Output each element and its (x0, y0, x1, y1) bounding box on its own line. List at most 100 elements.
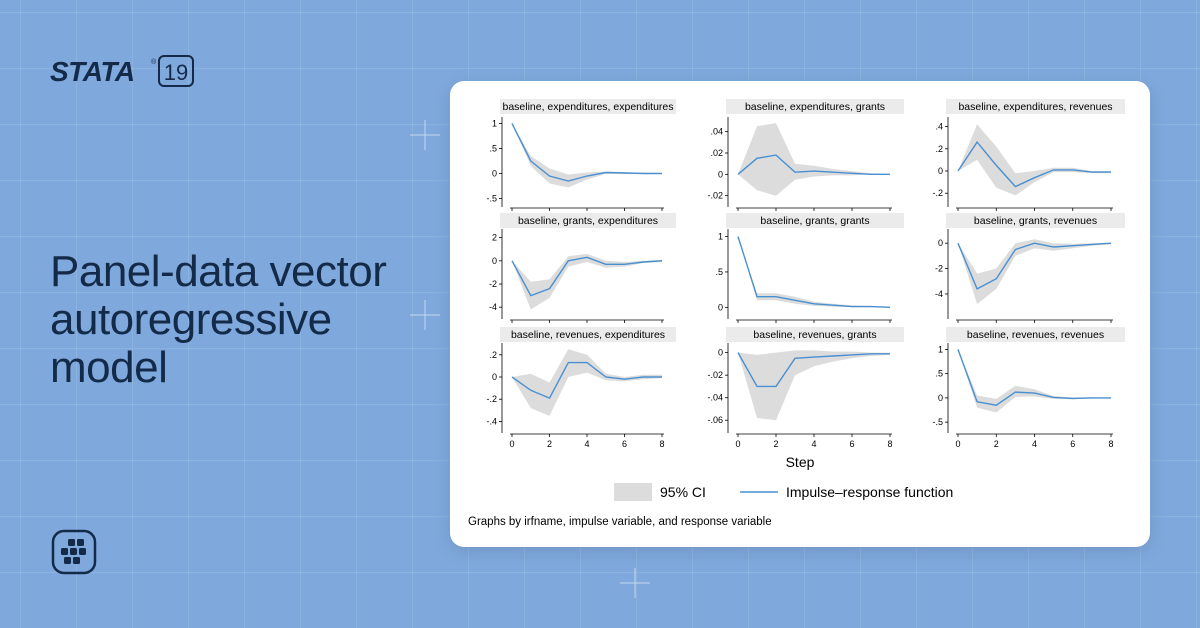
logo-text: STATA (50, 56, 135, 87)
irf-panel: baseline, revenues, grants -.06 -.04 -.02 0 0… (707, 327, 904, 449)
irf-line (511, 123, 662, 182)
y-tick-label: .04 (710, 127, 723, 137)
ci-band (512, 253, 662, 310)
irf-line (957, 140, 1111, 188)
ci-band (512, 349, 662, 416)
y-tick-label: -.06 (707, 415, 723, 425)
legend-irf-label: Impulse–response function (786, 484, 953, 500)
x-axis-label: Step (786, 454, 815, 470)
legend: 95% CI Impulse–response function (614, 483, 953, 501)
x-tick-label: 6 (622, 439, 627, 449)
x-tick-label: 2 (773, 439, 778, 449)
irf-chart: baseline, expenditures, expenditures -.5 0… (468, 99, 1125, 528)
y-tick-label: 0 (718, 169, 723, 179)
y-tick-label: -4 (935, 289, 943, 299)
panel-title-bar (500, 213, 676, 228)
panel-title-bar (946, 327, 1125, 342)
ci-band (958, 239, 1111, 305)
y-tick-label: 0 (492, 372, 497, 382)
panel-title-bar (946, 99, 1125, 114)
y-tick-label: 1 (718, 232, 723, 242)
panel-title-bar (726, 327, 904, 342)
headline-line: autoregressive (50, 295, 332, 344)
headline: Panel-data vector autoregressive model (50, 248, 420, 392)
y-tick-label: .02 (710, 148, 723, 158)
version-number: 19 (164, 60, 188, 85)
ci-band (738, 123, 890, 196)
plus-decoration-icon (410, 120, 440, 150)
headline-line: Panel-data vector (50, 247, 387, 296)
irf-line (737, 154, 890, 175)
panel-title: baseline, expenditures, revenues (958, 101, 1112, 113)
x-tick-label: 4 (811, 439, 816, 449)
x-tick-label: 4 (584, 439, 589, 449)
x-tick-label: 0 (735, 439, 740, 449)
x-tick-label: 8 (659, 439, 664, 449)
ci-band (738, 350, 890, 421)
irf-panel: baseline, grants, revenues -4 -2 0 (935, 213, 1125, 323)
panel-title-bar (726, 213, 904, 228)
x-tick-label: 8 (887, 439, 892, 449)
y-tick-label: -4 (489, 302, 497, 312)
irf-line (737, 236, 891, 308)
panel-title: baseline, expenditures, expenditures (502, 101, 673, 113)
panel-title: baseline, revenues, expenditures (511, 329, 665, 341)
y-tick-label: 0 (718, 302, 723, 312)
x-tick-label: 2 (547, 439, 552, 449)
y-tick-label: .2 (489, 350, 497, 360)
y-tick-label: -.2 (932, 188, 943, 198)
y-tick-label: .2 (935, 144, 943, 154)
panel-title: baseline, grants, revenues (974, 215, 1097, 227)
y-tick-label: 0 (492, 169, 497, 179)
panel-title: baseline, expenditures, grants (745, 101, 885, 113)
y-tick-label: 0 (938, 166, 943, 176)
irf-panel: baseline, expenditures, expenditures -.5 0… (486, 99, 676, 211)
y-tick-label: 0 (938, 393, 943, 403)
y-tick-label: 0 (938, 238, 943, 248)
legend-ci-swatch (614, 483, 652, 501)
panel-title: baseline, revenues, revenues (967, 329, 1104, 341)
y-tick-label: .5 (935, 369, 943, 379)
x-tick-label: 0 (509, 439, 514, 449)
y-tick-label: 2 (492, 233, 497, 243)
stata-logo: STATA ® 19 (50, 54, 200, 88)
irf-panel: baseline, grants, grants 0 .5 1 (715, 213, 904, 323)
y-tick-label: .5 (489, 144, 497, 154)
chart-note: Graphs by irfname, impulse variable, and… (468, 516, 772, 528)
y-tick-label: -.2 (486, 394, 497, 404)
x-tick-label: 0 (955, 439, 960, 449)
headline-line: model (50, 343, 168, 392)
irf-line (511, 361, 662, 399)
plus-decoration-icon (620, 568, 650, 598)
irf-panel: baseline, revenues, revenues -.5 0 .5 1 0 2 4 6 8 (932, 327, 1125, 449)
y-tick-label: -2 (935, 264, 943, 274)
irf-panel: baseline, expenditures, revenues -.2 0 .2 .4 (932, 99, 1125, 211)
panel-title-bar (726, 99, 904, 114)
irf-line (957, 349, 1111, 406)
y-tick-label: -2 (489, 279, 497, 289)
plus-decoration-icon (410, 300, 440, 330)
x-tick-label: 8 (1108, 439, 1113, 449)
version-badge (158, 55, 194, 87)
irf-line (511, 256, 663, 297)
panel-title: baseline, grants, expenditures (518, 215, 658, 227)
panel-title: baseline, revenues, grants (753, 329, 876, 341)
registered-mark: ® (151, 58, 157, 66)
chart-card: baseline, expenditures, expenditures -.5 0… (450, 81, 1150, 547)
y-tick-label: 0 (492, 256, 497, 266)
y-tick-label: -.02 (707, 370, 723, 380)
y-tick-label: -.02 (707, 191, 723, 201)
y-tick-label: -.5 (932, 417, 943, 427)
y-tick-label: 0 (718, 348, 723, 358)
ci-band (958, 124, 1111, 196)
irf-panel: baseline, expenditures, grants -.02 0 .02 .0… (707, 99, 904, 211)
irf-line (737, 352, 890, 388)
irf-panel: baseline, grants, expenditures -4 -2 0 2 (489, 213, 676, 323)
legend-ci-label: 95% CI (660, 484, 706, 500)
panel-title: baseline, grants, grants (760, 215, 869, 227)
irf-line (957, 242, 1112, 290)
y-tick-label: 1 (492, 119, 497, 129)
panel-title-bar (500, 327, 676, 342)
panel-title-bar (946, 213, 1125, 228)
x-tick-label: 2 (994, 439, 999, 449)
